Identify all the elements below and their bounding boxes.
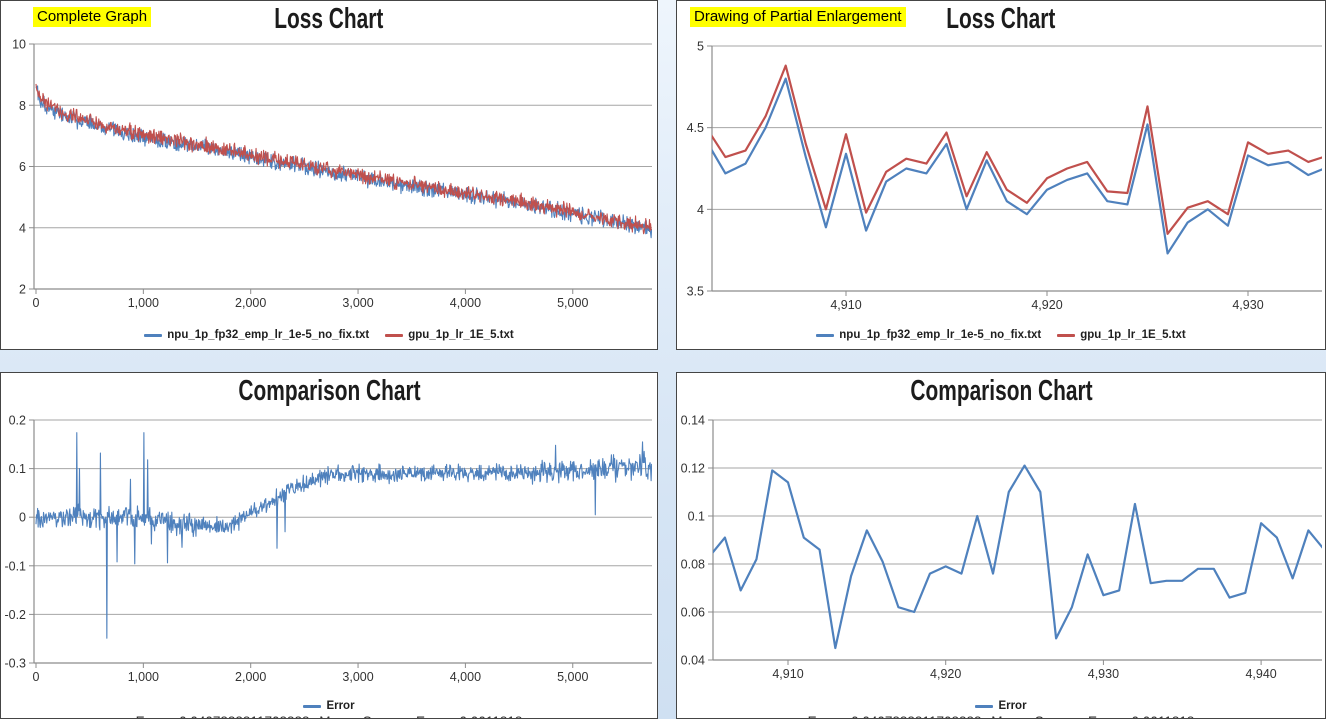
loss-chart-complete-panel[interactable]: Complete Graph Loss Chart 10 8 6 4 2 0 1,000 2,… [0,0,658,350]
loss-zoom-plot: 5 4.5 4 3.5 4,910 4,920 4,930 [687,40,1322,312]
svg-text:0: 0 [33,670,40,684]
svg-text:6: 6 [19,160,26,174]
error-stats-footer: Error: 0.0407888811708888 Mean Square Er… [677,714,1325,718]
svg-text:-0.1: -0.1 [4,559,26,573]
svg-text:-0.3: -0.3 [4,657,26,671]
svg-text:3,000: 3,000 [342,296,373,310]
svg-text:0: 0 [19,511,26,525]
legend-swatch [1057,333,1076,337]
svg-text:0.14: 0.14 [681,414,705,428]
legend-swatch [975,704,994,708]
comparison-zoom-plot: 0.14 0.12 0.1 0.08 0.06 0.04 4,910 4,920 4,930 4,… [681,414,1322,681]
svg-text:4,920: 4,920 [930,667,961,681]
legend-item: gpu_1p_lr_1E_5.txt [1057,329,1186,341]
comparison-complete-plot: 0.2 0.1 0 -0.1 -0.2 -0.3 0 1,000 2,000 3,000 4,000… [4,414,652,684]
error-stats-footer: Error: 0.0407888811708888 Mean Square Er… [1,714,657,718]
svg-text:4,930: 4,930 [1232,298,1263,312]
legend-label: gpu_1p_lr_1E_5.txt [1080,329,1186,341]
svg-text:3,000: 3,000 [342,670,373,684]
svg-text:0.1: 0.1 [9,462,26,476]
legend-item: Error [975,700,1027,712]
svg-text:0.06: 0.06 [681,606,705,620]
legend-label: Error [998,700,1027,712]
svg-text:4,920: 4,920 [1031,298,1062,312]
legend-label: npu_1p_fp32_emp_lr_1e-5_no_fix.txt [167,329,370,341]
legend-item: npu_1p_fp32_emp_lr_1e-5_no_fix.txt [816,329,1041,341]
legend-swatch [816,333,835,337]
svg-text:4: 4 [19,221,26,235]
svg-text:-0.2: -0.2 [4,608,26,622]
legend: npu_1p_fp32_emp_lr_1e-5_no_fix.txt gpu_1p… [677,326,1325,344]
svg-text:1,000: 1,000 [128,670,159,684]
svg-text:2,000: 2,000 [235,296,266,310]
svg-text:3.5: 3.5 [687,285,704,299]
svg-text:4,000: 4,000 [450,296,481,310]
svg-text:4,910: 4,910 [830,298,861,312]
svg-text:0: 0 [33,296,40,310]
svg-text:4.5: 4.5 [687,121,704,135]
comparison-chart-zoom-panel[interactable]: Comparison Chart 0.14 0.12 0.1 0.08 0.06 0.04… [676,372,1326,719]
legend-swatch [144,333,163,337]
partial-enlargement-badge: Drawing of Partial Enlargement [690,7,906,27]
svg-text:5,000: 5,000 [557,296,588,310]
svg-text:0.12: 0.12 [681,462,705,476]
legend-item: Error [303,700,355,712]
loss-chart-zoom-panel[interactable]: Drawing of Partial Enlargement Loss Char… [676,0,1326,350]
svg-text:5: 5 [697,40,704,54]
svg-text:1,000: 1,000 [128,296,159,310]
legend-label: npu_1p_fp32_emp_lr_1e-5_no_fix.txt [839,329,1042,341]
legend-item: npu_1p_fp32_emp_lr_1e-5_no_fix.txt [144,329,369,341]
svg-text:2,000: 2,000 [235,670,266,684]
legend-swatch [303,704,322,708]
svg-text:0.04: 0.04 [681,654,705,668]
svg-text:4,910: 4,910 [772,667,803,681]
svg-text:0.2: 0.2 [9,414,26,428]
svg-text:4,940: 4,940 [1245,667,1276,681]
legend: npu_1p_fp32_emp_lr_1e-5_no_fix.txt gpu_1p… [1,326,657,344]
svg-text:8: 8 [19,99,26,113]
legend-label: gpu_1p_lr_1E_5.txt [408,329,514,341]
legend-swatch [385,333,404,337]
loss-complete-plot: 10 8 6 4 20 1,000 2,000 3,000 4,000 5,000 [12,38,652,310]
svg-text:4,930: 4,930 [1088,667,1119,681]
legend: Error [1,697,657,715]
svg-text:10: 10 [12,38,26,52]
svg-text:4,000: 4,000 [450,670,481,684]
svg-text:0.08: 0.08 [681,558,705,572]
legend-item: gpu_1p_lr_1E_5.txt [385,329,514,341]
svg-text:2: 2 [19,283,26,297]
legend: Error [677,697,1325,715]
comparison-chart-complete-panel[interactable]: Comparison Chart 0.2 0.1 0 -0.1 -0.2 -0.3 0 1,0… [0,372,658,719]
complete-graph-badge: Complete Graph [33,7,152,27]
svg-text:0.1: 0.1 [688,510,705,524]
legend-label: Error [326,700,355,712]
svg-text:4: 4 [697,203,704,217]
svg-text:5,000: 5,000 [557,670,588,684]
